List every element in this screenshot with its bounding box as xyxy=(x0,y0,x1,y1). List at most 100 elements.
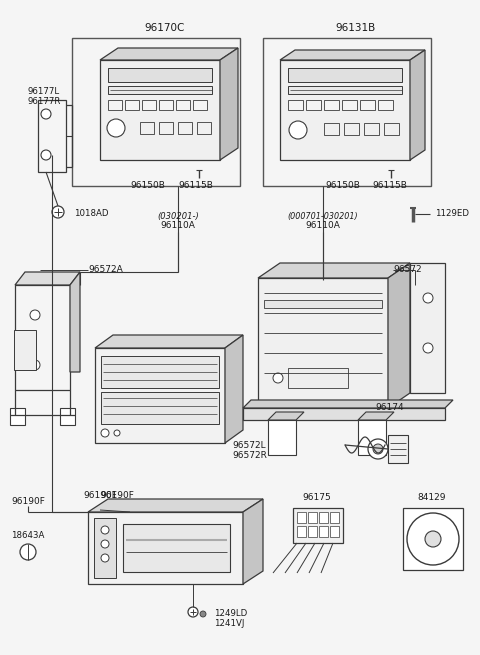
Polygon shape xyxy=(70,272,80,372)
Polygon shape xyxy=(88,499,263,512)
Polygon shape xyxy=(88,512,243,584)
Text: (030201-): (030201-) xyxy=(157,212,199,221)
Circle shape xyxy=(41,150,51,160)
Circle shape xyxy=(101,526,109,534)
Text: 96190F: 96190F xyxy=(83,491,117,500)
Bar xyxy=(344,123,359,135)
Bar xyxy=(159,100,173,110)
Text: 96150B: 96150B xyxy=(325,181,360,189)
Bar xyxy=(384,123,399,135)
Circle shape xyxy=(289,121,307,139)
Text: 1018AD: 1018AD xyxy=(74,210,108,219)
Text: 96170C: 96170C xyxy=(145,23,185,33)
Text: 96572R: 96572R xyxy=(232,451,267,460)
Text: 96110A: 96110A xyxy=(306,221,340,231)
Bar xyxy=(288,100,303,110)
Text: 96572: 96572 xyxy=(393,265,421,274)
Circle shape xyxy=(30,310,40,320)
Bar xyxy=(403,508,463,570)
Circle shape xyxy=(188,607,198,617)
Text: 1241VJ: 1241VJ xyxy=(214,620,244,629)
Polygon shape xyxy=(243,499,263,584)
Bar xyxy=(297,512,306,523)
Bar xyxy=(176,100,190,110)
Bar xyxy=(297,526,306,537)
Text: 96110A: 96110A xyxy=(161,221,195,231)
Polygon shape xyxy=(258,263,410,278)
Text: 96115B: 96115B xyxy=(372,181,408,189)
Polygon shape xyxy=(410,263,445,393)
Circle shape xyxy=(114,430,120,436)
Polygon shape xyxy=(225,335,243,443)
Circle shape xyxy=(200,611,206,617)
Bar xyxy=(142,100,156,110)
Text: 96572A: 96572A xyxy=(88,265,123,274)
Text: 96131B: 96131B xyxy=(335,23,375,33)
Circle shape xyxy=(423,343,433,353)
Circle shape xyxy=(373,444,383,454)
Bar xyxy=(330,526,339,537)
Circle shape xyxy=(41,109,51,119)
Text: 18643A: 18643A xyxy=(12,531,45,540)
Text: 96150B: 96150B xyxy=(131,181,166,189)
Polygon shape xyxy=(243,400,453,408)
Polygon shape xyxy=(258,278,388,408)
Bar xyxy=(140,122,154,134)
Polygon shape xyxy=(410,50,425,160)
Bar xyxy=(288,68,402,82)
Bar xyxy=(108,100,122,110)
Bar xyxy=(264,300,382,308)
Polygon shape xyxy=(100,48,238,60)
Polygon shape xyxy=(15,285,70,390)
Bar xyxy=(330,512,339,523)
Bar xyxy=(308,512,317,523)
Text: 1249LD: 1249LD xyxy=(214,610,247,618)
Bar xyxy=(263,38,431,186)
Bar xyxy=(72,38,240,186)
Polygon shape xyxy=(100,60,220,160)
Bar xyxy=(288,86,402,94)
Circle shape xyxy=(273,373,283,383)
Polygon shape xyxy=(388,263,410,408)
Text: 96177L: 96177L xyxy=(28,88,60,96)
Text: 96190F: 96190F xyxy=(100,491,134,500)
Polygon shape xyxy=(268,420,296,455)
Text: 96572L: 96572L xyxy=(232,441,265,449)
Bar xyxy=(324,123,339,135)
Text: 96190F: 96190F xyxy=(11,498,45,506)
Polygon shape xyxy=(358,412,394,420)
Text: 96174: 96174 xyxy=(376,403,404,413)
Text: 84129: 84129 xyxy=(418,493,446,502)
Circle shape xyxy=(107,119,125,137)
Bar xyxy=(178,122,192,134)
Polygon shape xyxy=(268,412,304,420)
Bar xyxy=(293,508,343,543)
Bar xyxy=(193,100,207,110)
Text: 96175: 96175 xyxy=(302,493,331,502)
Text: 96177R: 96177R xyxy=(28,96,61,105)
Polygon shape xyxy=(280,50,425,60)
Circle shape xyxy=(368,439,388,459)
Circle shape xyxy=(101,554,109,562)
Bar xyxy=(324,100,339,110)
Circle shape xyxy=(30,360,40,370)
Polygon shape xyxy=(358,420,386,455)
Bar xyxy=(288,368,348,388)
Bar xyxy=(388,435,408,463)
Bar xyxy=(94,518,116,578)
Bar xyxy=(108,68,212,82)
Polygon shape xyxy=(95,348,225,443)
Polygon shape xyxy=(60,408,75,425)
Bar xyxy=(14,330,36,370)
Bar xyxy=(360,100,375,110)
Bar xyxy=(319,512,328,523)
Text: (000701-030201): (000701-030201) xyxy=(288,212,358,221)
Circle shape xyxy=(52,206,64,218)
Polygon shape xyxy=(10,408,25,425)
Text: 1129ED: 1129ED xyxy=(435,208,469,217)
Bar xyxy=(308,526,317,537)
Bar xyxy=(38,100,66,172)
Polygon shape xyxy=(95,335,243,348)
Text: 96115B: 96115B xyxy=(179,181,214,189)
Bar xyxy=(123,524,230,572)
